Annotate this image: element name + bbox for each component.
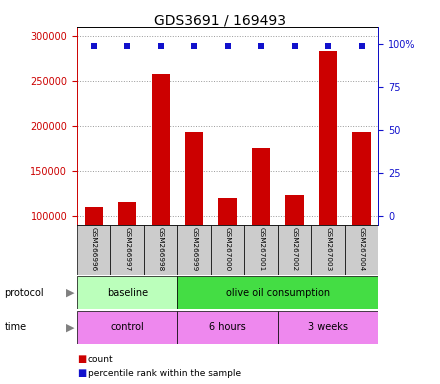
Bar <box>110 225 144 275</box>
Text: GSM267003: GSM267003 <box>325 227 331 272</box>
Bar <box>211 225 245 275</box>
Text: GSM267002: GSM267002 <box>292 227 298 272</box>
Bar <box>278 225 312 275</box>
Text: percentile rank within the sample: percentile rank within the sample <box>88 369 241 378</box>
Text: GSM267004: GSM267004 <box>359 227 365 272</box>
Bar <box>177 225 211 275</box>
Text: ■: ■ <box>77 354 86 364</box>
Bar <box>286 195 304 225</box>
Text: time: time <box>4 322 26 333</box>
Bar <box>252 148 271 225</box>
Text: protocol: protocol <box>4 288 44 298</box>
Text: baseline: baseline <box>106 288 148 298</box>
Text: 3 weeks: 3 weeks <box>308 322 348 333</box>
Bar <box>118 202 136 225</box>
Bar <box>77 276 177 309</box>
Bar <box>84 207 103 225</box>
Bar <box>352 132 371 225</box>
Text: control: control <box>110 322 144 333</box>
Bar <box>177 311 278 344</box>
Bar <box>151 74 170 225</box>
Bar <box>219 198 237 225</box>
Text: count: count <box>88 354 114 364</box>
Text: 6 hours: 6 hours <box>209 322 246 333</box>
Bar <box>77 311 177 344</box>
Bar <box>185 132 203 225</box>
Bar <box>345 225 378 275</box>
Bar <box>245 225 278 275</box>
Bar <box>144 225 177 275</box>
Text: GSM266999: GSM266999 <box>191 227 197 272</box>
Bar <box>312 225 345 275</box>
Text: GSM266996: GSM266996 <box>91 227 97 272</box>
Text: ■: ■ <box>77 368 86 378</box>
Bar <box>77 225 110 275</box>
Text: GSM267000: GSM267000 <box>225 227 231 272</box>
Text: GDS3691 / 169493: GDS3691 / 169493 <box>154 13 286 27</box>
Bar <box>278 311 378 344</box>
Text: GSM266998: GSM266998 <box>158 227 164 272</box>
Bar <box>319 51 337 225</box>
Bar <box>177 276 378 309</box>
Text: ▶: ▶ <box>66 288 75 298</box>
Text: olive oil consumption: olive oil consumption <box>226 288 330 298</box>
Text: GSM266997: GSM266997 <box>124 227 130 272</box>
Text: GSM267001: GSM267001 <box>258 227 264 272</box>
Text: ▶: ▶ <box>66 322 75 333</box>
